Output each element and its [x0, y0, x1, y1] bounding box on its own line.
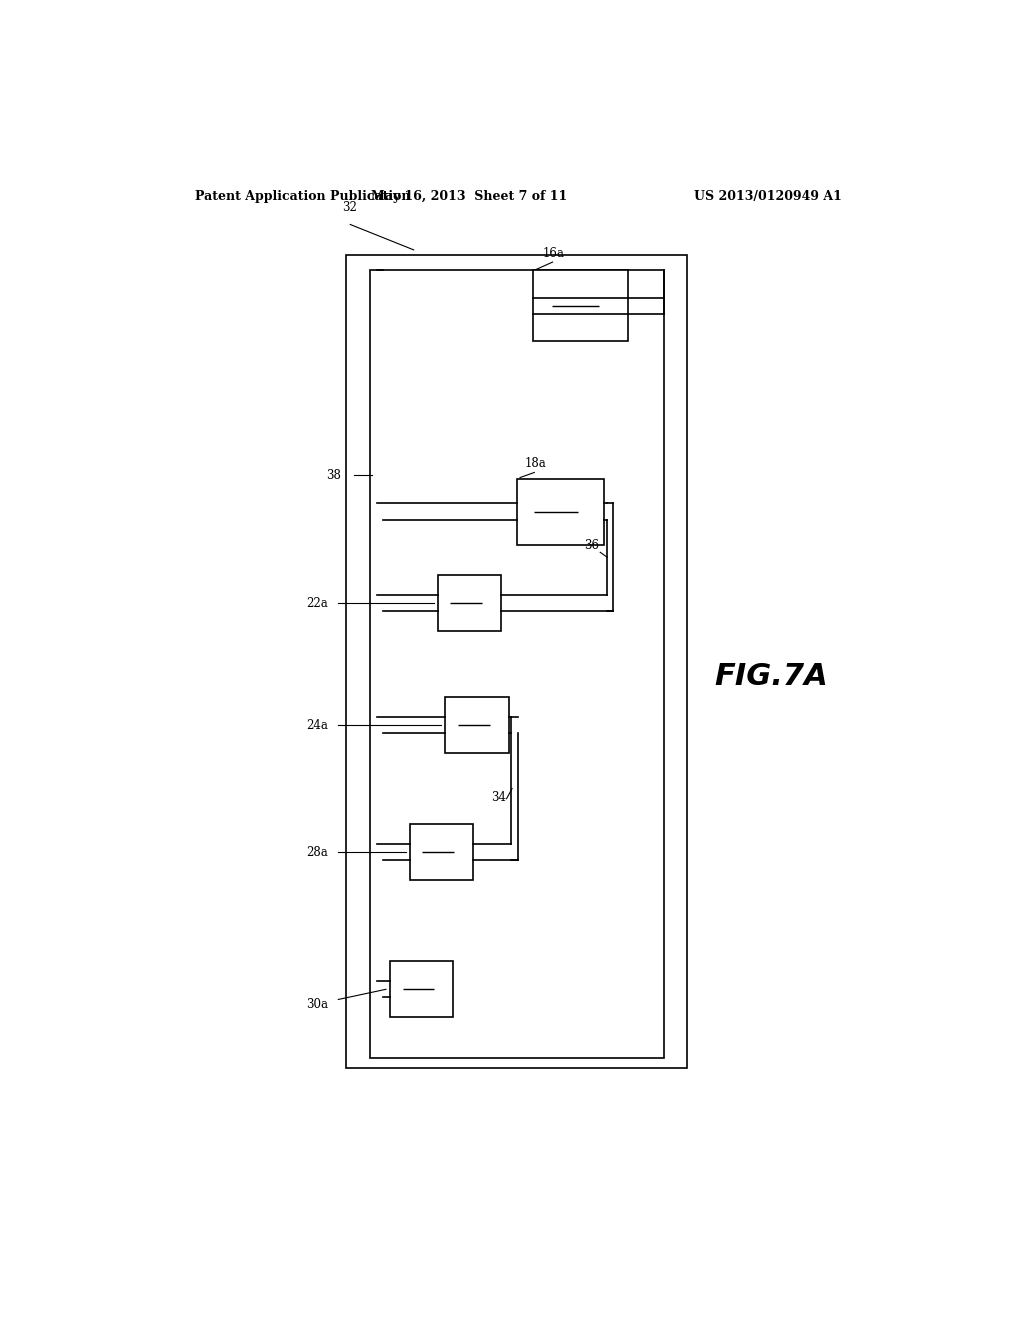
Text: 32: 32 [342, 202, 357, 214]
Text: 36: 36 [585, 540, 599, 552]
Bar [390, 961, 454, 1018]
Bar [532, 271, 628, 342]
Text: 38: 38 [327, 469, 341, 482]
Text: 22a: 22a [306, 597, 329, 610]
Text: 28a: 28a [306, 846, 329, 858]
Text: 34: 34 [492, 791, 507, 804]
Text: 24a: 24a [306, 718, 329, 731]
Text: Patent Application Publication: Patent Application Publication [196, 190, 411, 202]
Bar [346, 255, 687, 1068]
Text: 30a: 30a [306, 998, 329, 1011]
Bar [517, 479, 604, 545]
Bar [445, 697, 509, 752]
Text: May 16, 2013  Sheet 7 of 11: May 16, 2013 Sheet 7 of 11 [371, 190, 567, 202]
Text: 18a: 18a [524, 458, 547, 470]
Text: 16a: 16a [543, 247, 564, 260]
Bar [370, 271, 664, 1057]
Bar [437, 576, 501, 631]
Bar [410, 824, 473, 880]
Text: FIG.7A: FIG.7A [714, 663, 827, 692]
Text: US 2013/0120949 A1: US 2013/0120949 A1 [694, 190, 842, 202]
